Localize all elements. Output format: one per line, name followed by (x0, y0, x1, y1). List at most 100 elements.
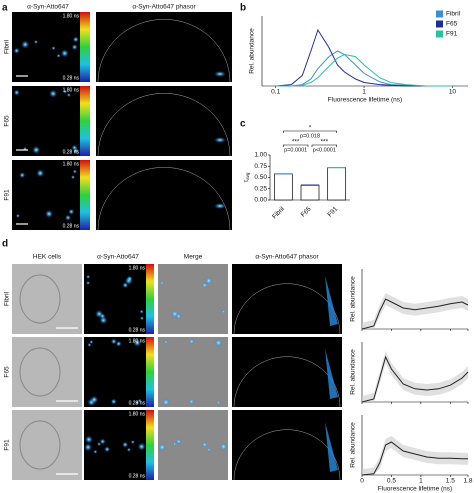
colorbar (146, 337, 154, 407)
signal-spot (13, 89, 20, 96)
colorbar-label: 0.28 ns (63, 149, 80, 155)
signal-spot (175, 438, 182, 445)
y-axis-label: Rel. abundance (350, 349, 357, 395)
x-tick-label: 0.1 (271, 89, 280, 96)
signal-spot (93, 449, 98, 454)
signal-spot (161, 398, 170, 407)
colorbar (146, 410, 154, 480)
colorbar (146, 264, 154, 334)
y-axis-label: Rel. abundance (350, 276, 357, 322)
y-axis-label-main: τ (243, 179, 250, 182)
signal-spot (219, 442, 228, 451)
signal-spot (71, 44, 78, 51)
row-label: F65 (4, 366, 11, 378)
signal-spot (65, 214, 72, 221)
x-tick-label: F91 (326, 205, 339, 218)
y-tick-label: 0.75 (254, 163, 267, 170)
signal-spot (137, 442, 146, 451)
signal-spot (62, 89, 67, 94)
phasor-cloud (325, 276, 338, 326)
colorbar-label: 0.28 ns (63, 75, 80, 81)
signal-spot (72, 36, 79, 43)
signal-spot (130, 440, 135, 445)
signal-spot (160, 280, 165, 285)
legend-swatch (436, 30, 443, 38)
series-line (361, 298, 469, 330)
signal-spot (216, 400, 221, 405)
cell-outline (19, 274, 61, 324)
signal-spot (56, 53, 61, 58)
phasor-image (232, 410, 342, 480)
column-header: α-Syn-Atto647 (97, 254, 139, 261)
merge-image (158, 337, 228, 407)
lifetime-image (12, 86, 80, 156)
signal-spot (115, 340, 122, 347)
colorbar-label: 1.80 ns (63, 13, 80, 19)
brightfield-image (12, 337, 82, 407)
signal-spot (86, 274, 91, 279)
panel-label: b (240, 3, 246, 14)
signal-spot (36, 169, 45, 178)
column-header: α-Syn-Atto647 (27, 4, 69, 11)
p-value: p<0.0001 (313, 147, 336, 153)
x-tick-label: F65 (300, 205, 313, 218)
p-value: p=0.018 (300, 133, 320, 139)
signal-spot (90, 395, 99, 404)
x-axis-label: Fluorescence lifetime (ns) (328, 97, 402, 104)
colorbar (80, 160, 90, 230)
signal-spot (158, 443, 167, 452)
signal-spot (126, 275, 133, 282)
column-header: Merge (184, 254, 203, 261)
row-label: F91 (4, 439, 11, 451)
signal-spot (221, 309, 226, 314)
signal-spot (139, 316, 144, 321)
y-tick-label: 1.00 (254, 152, 267, 159)
signal-spot (122, 441, 129, 448)
y-axis-label-sub: avg (245, 172, 250, 180)
signal-spot (97, 442, 102, 447)
signal-spot (133, 338, 142, 347)
significance-stars: *** (321, 139, 329, 146)
phasor-cloud (325, 422, 338, 472)
row-label: Fibril (4, 291, 11, 306)
y-tick-label: 0.50 (254, 174, 267, 181)
colorbar-label: 0.28 ns (129, 400, 146, 406)
lifetime-image (84, 264, 146, 334)
bar (327, 167, 347, 201)
colorbar-label: 1.80 ns (129, 265, 146, 271)
colorbar (80, 86, 90, 156)
signal-spot (139, 309, 144, 314)
phasor-cloud (214, 203, 226, 209)
signal-spot (21, 40, 30, 49)
signal-spot (104, 446, 111, 453)
x-tick-label: 0.5 (387, 478, 396, 485)
signal-spot (206, 447, 211, 452)
colorbar-label: 1.80 ns (129, 411, 146, 417)
phasor-cloud (214, 137, 226, 143)
signal-spot (15, 213, 20, 218)
panel-label: c (240, 119, 246, 130)
p-value: p=0.0001 (284, 147, 307, 153)
series-line (275, 50, 453, 87)
signal-spot (214, 338, 223, 347)
legend-label: Fibril (446, 11, 461, 18)
signal-spot (49, 89, 58, 98)
signal-spot (175, 313, 182, 320)
column-header: HEK cells (33, 254, 62, 261)
cell-outline (19, 347, 61, 397)
x-tick-label: 1 (362, 89, 366, 96)
merge-image (158, 410, 228, 480)
y-axis-label: Rel. abundance (249, 28, 256, 74)
signal-spot (201, 441, 208, 448)
legend-label: F91 (446, 31, 458, 38)
signal-spot (32, 145, 41, 154)
x-tick-label: 1.5 (446, 478, 455, 485)
signal-spot (33, 39, 38, 44)
colorbar-label: 1.80 ns (129, 338, 146, 344)
significance-stars: * (309, 125, 312, 132)
signal-spot (87, 342, 92, 347)
phasor-image (96, 160, 232, 230)
merge-image (158, 264, 228, 334)
lifetime-image (84, 337, 146, 407)
signal-spot (172, 442, 177, 447)
